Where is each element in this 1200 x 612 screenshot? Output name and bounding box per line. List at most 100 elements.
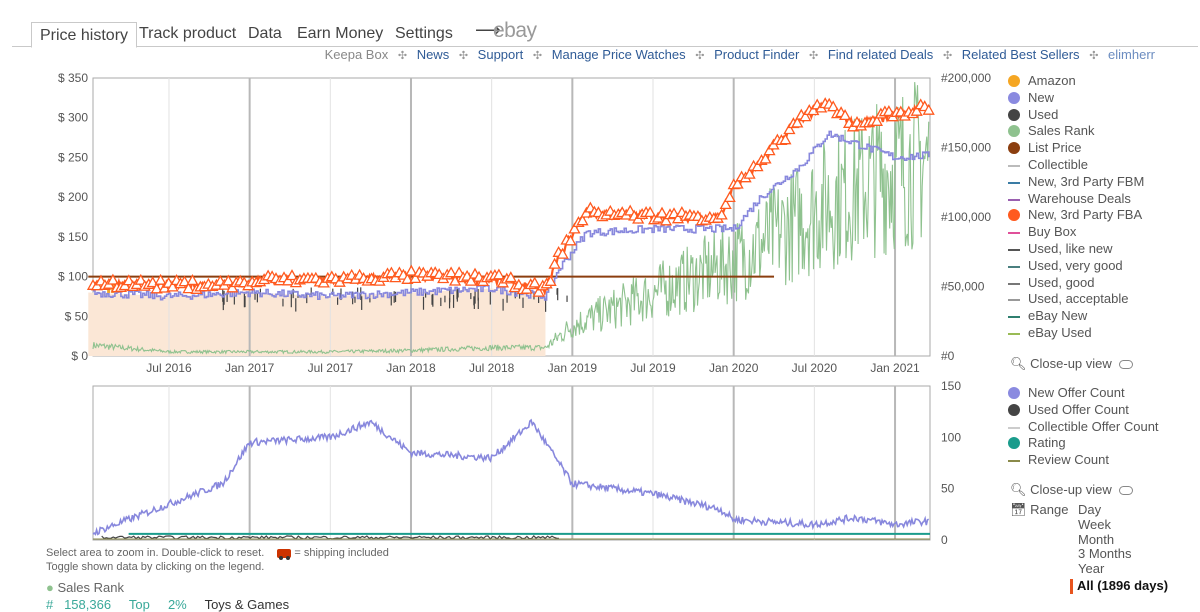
y-right-tick-label: #100,000 xyxy=(941,210,991,224)
fba-triangle-mark xyxy=(763,144,776,156)
offer-y-tick-label: 100 xyxy=(941,430,961,444)
fba-triangle-mark xyxy=(568,222,581,234)
closeup-label: Close-up view xyxy=(1030,482,1112,497)
y-tick-label: $ 250 xyxy=(58,150,88,164)
legend-marker-icon xyxy=(1008,249,1020,251)
legend-marker-icon xyxy=(1008,181,1020,184)
tab-data[interactable]: Data xyxy=(248,25,282,42)
legend-marker-icon xyxy=(1008,125,1020,138)
rank-category-link[interactable]: Toys & Games xyxy=(204,597,290,612)
fba-triangle-mark xyxy=(504,271,517,283)
y-tick-label: $ 150 xyxy=(58,230,88,244)
new-offer-count-series xyxy=(92,418,930,536)
separator-icon: ✣ xyxy=(397,50,408,62)
closeup-toggle-offers[interactable]: 🔍︎ Close-up view xyxy=(1010,482,1134,498)
legend-label: Amazon xyxy=(1028,73,1076,88)
sales-rank-row: # 158,366 Top 2% Toys & Games xyxy=(46,597,289,612)
footnote-zoom-text: Select area to zoom in. Double-click to … xyxy=(46,547,265,559)
fba-price-series xyxy=(92,103,930,297)
legend-label: Warehouse Deals xyxy=(1028,190,1131,206)
range-option-year[interactable]: Year xyxy=(1078,561,1105,577)
support-link[interactable]: Support xyxy=(477,47,524,62)
x-tick-label: Jan 2019 xyxy=(548,361,598,375)
legend-label: Used Offer Count xyxy=(1028,401,1129,417)
tab-ebay[interactable]: ebay xyxy=(493,19,537,42)
fba-triangle-mark xyxy=(281,274,295,286)
fba-triangle-mark xyxy=(166,280,179,292)
legend-label: Used xyxy=(1028,106,1059,122)
tab-earn-money[interactable]: Earn Money xyxy=(297,25,384,42)
legend-marker-icon xyxy=(1008,209,1020,222)
price-area-fill xyxy=(88,288,546,356)
product-finder-link[interactable]: Product Finder xyxy=(714,47,800,62)
legend-label: Used, acceptable xyxy=(1028,291,1129,307)
price-history-chart[interactable]: Jul 2016 Jan 2017 Jul 2017 Jan 2018 Jul 2018… xyxy=(0,51,1000,611)
fba-triangle-mark xyxy=(715,208,728,220)
find-related-deals-link[interactable]: Find related Deals xyxy=(827,47,934,62)
x-tick-label: Jul 2016 xyxy=(146,361,192,375)
range-option-month[interactable]: Month xyxy=(1078,531,1115,547)
sales-rank-dot-icon: ● xyxy=(46,580,54,595)
fba-triangle-mark xyxy=(122,274,135,286)
new-price-series xyxy=(93,130,930,301)
closeup-toggle-price[interactable]: 🔍︎ Close-up view xyxy=(1010,356,1134,372)
tab-track-product[interactable]: Track product xyxy=(139,25,237,42)
user-link[interactable]: elimherr xyxy=(1108,47,1155,62)
range-option-week[interactable]: Week xyxy=(1078,516,1111,532)
legend-marker-icon xyxy=(1008,437,1020,450)
search-icon: 🔍︎ xyxy=(1010,482,1027,497)
truck-icon xyxy=(277,548,292,560)
y-tick-label: $ 50 xyxy=(65,309,89,323)
y-right-tick-label: #200,000 xyxy=(941,71,991,85)
fba-triangle-mark xyxy=(659,214,673,226)
legend-label: Buy Box xyxy=(1028,224,1077,240)
legend-label: Used, very good xyxy=(1028,257,1123,273)
x-tick-label: Jan 2018 xyxy=(386,361,436,375)
legend-label: eBay Used xyxy=(1028,325,1092,340)
related-best-sellers-link[interactable]: Related Best Sellers xyxy=(961,47,1080,62)
news-link[interactable]: News xyxy=(416,47,450,62)
x-tick-label: Jul 2019 xyxy=(630,361,676,375)
fba-triangle-mark xyxy=(448,274,462,286)
legend-label: Used, like new xyxy=(1028,241,1113,256)
legend-marker-icon xyxy=(1008,299,1020,302)
fba-triangle-mark xyxy=(723,191,736,203)
range-option-all[interactable]: All (1896 days) xyxy=(1070,578,1168,594)
x-tick-label: Jan 2020 xyxy=(709,361,759,375)
legend-marker-icon xyxy=(1008,460,1020,463)
fba-triangle-mark xyxy=(791,116,804,128)
fba-triangle-mark xyxy=(401,272,414,284)
offer-y-tick-label: 150 xyxy=(941,379,961,393)
legend-label: New, 3rd Party FBA xyxy=(1028,207,1143,223)
fba-triangle-mark xyxy=(333,275,346,287)
x-tick-label: Jan 2021 xyxy=(870,361,920,375)
fba-triangle-mark xyxy=(922,103,935,115)
rank-percent: 2% xyxy=(167,597,187,612)
offers-plot-frame xyxy=(92,385,931,541)
fba-triangle-mark xyxy=(564,234,577,246)
price-plot: Jul 2016 Jan 2017 Jul 2017 Jan 2018 Jul 2018… xyxy=(58,71,991,375)
tab-price-history[interactable]: Price history xyxy=(31,22,138,48)
tab-bar: Price history Track product Data Earn Mo… xyxy=(12,19,1198,48)
legend-marker-icon xyxy=(1008,75,1020,87)
separator-icon: ✣ xyxy=(695,50,705,62)
offer-y-tick-label: 50 xyxy=(941,482,955,496)
x-tick-label: Jul 2020 xyxy=(792,361,838,375)
legend-label: New, 3rd Party FBM xyxy=(1028,173,1145,189)
fba-triangle-mark xyxy=(226,281,239,293)
fba-triangle-mark xyxy=(743,167,756,179)
range-option-day[interactable]: Day xyxy=(1078,502,1102,517)
tab-settings[interactable]: Settings xyxy=(395,25,453,42)
legend-marker-icon xyxy=(1008,108,1020,121)
range-label: 📅︎ Range xyxy=(1010,502,1068,518)
keepa-box-link[interactable]: Keepa Box xyxy=(324,47,389,62)
fba-triangle-mark xyxy=(405,264,418,276)
fba-triangle-mark xyxy=(759,152,772,164)
legend-marker-icon xyxy=(1008,165,1020,167)
closeup-label: Close-up view xyxy=(1030,356,1112,371)
manage-price-watches-link[interactable]: Manage Price Watches xyxy=(551,47,686,62)
fba-triangle-mark xyxy=(655,206,669,218)
separator-icon: ✣ xyxy=(808,50,819,62)
fba-triangle-mark xyxy=(154,273,167,285)
range-option-3-months[interactable]: 3 Months xyxy=(1078,546,1132,562)
